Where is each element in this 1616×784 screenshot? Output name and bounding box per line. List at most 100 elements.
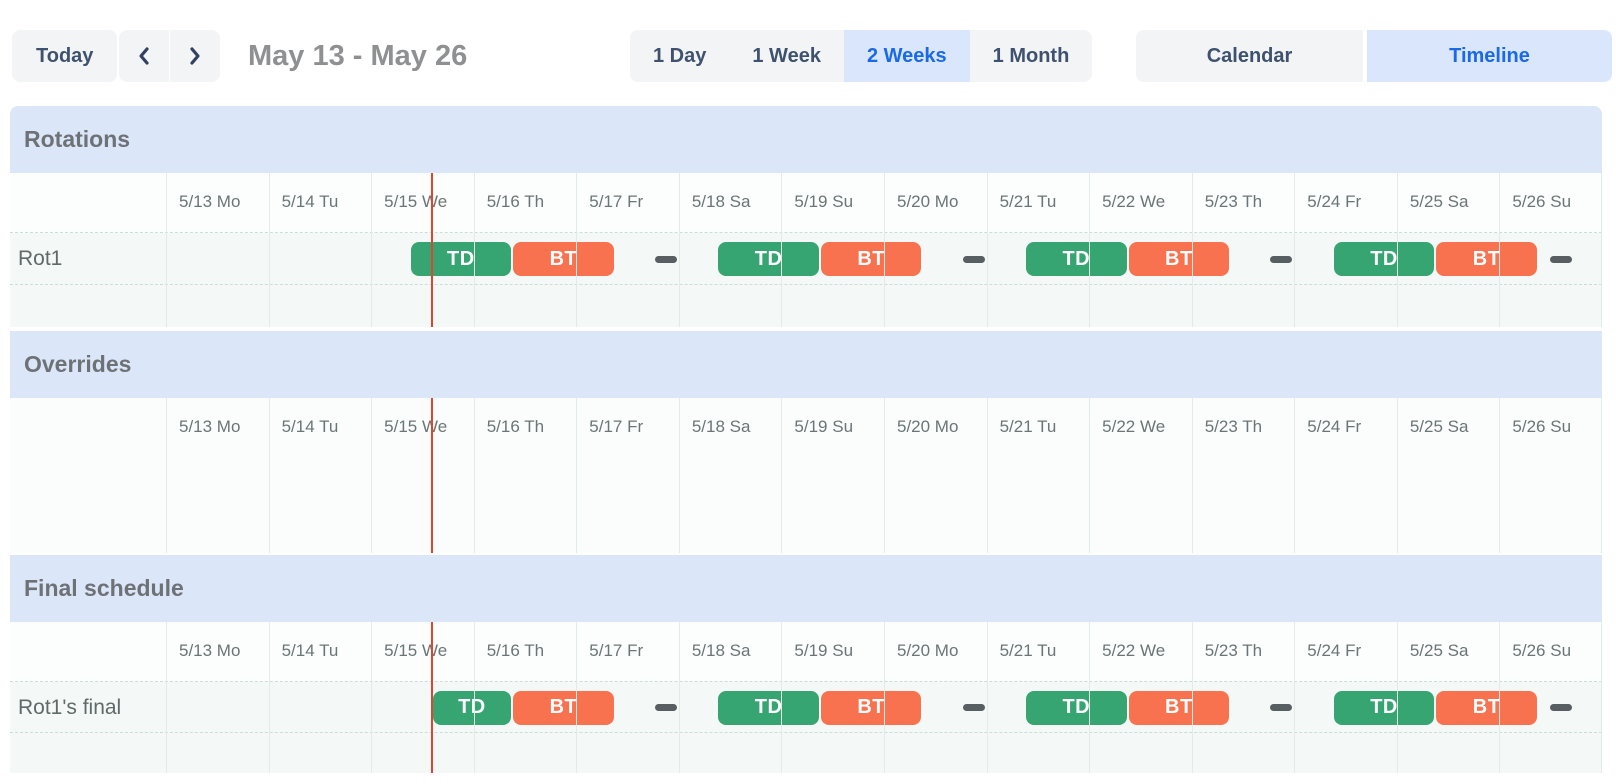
- column-divider: [678, 398, 680, 553]
- shift-badge-label: TD: [1370, 696, 1398, 718]
- shift-badge-bt[interactable]: BT: [1436, 690, 1537, 725]
- shift-badge-label: BT: [857, 247, 885, 270]
- day-header-cell: 5/21 Tu: [999, 192, 1057, 211]
- column-divider: [1601, 398, 1602, 553]
- view-button-timeline[interactable]: Timeline: [1367, 30, 1612, 82]
- column-divider: [473, 173, 475, 327]
- shift-badge-td[interactable]: TD: [718, 242, 819, 276]
- chevron-right-icon: [190, 47, 200, 65]
- current-time-line: [430, 622, 433, 773]
- column-divider: [1601, 622, 1602, 773]
- day-header-cell: 5/19 Su: [794, 417, 854, 436]
- range-button-1-week[interactable]: 1 Week: [729, 30, 844, 82]
- shift-badge-td[interactable]: TD: [718, 690, 819, 725]
- day-header-cell: 5/22 We: [1102, 192, 1166, 211]
- day-header-cell: 5/13 Mo: [179, 417, 241, 436]
- shift-badge-td[interactable]: TD: [432, 690, 512, 725]
- day-header-cell: 5/19 Su: [794, 641, 854, 660]
- shift-badge-bt[interactable]: BT: [513, 242, 614, 276]
- shift-badge-label: TD: [1062, 247, 1091, 270]
- column-divider: [1089, 173, 1091, 327]
- section-title: Overrides: [24, 351, 132, 377]
- day-header-cell: 5/15 We: [384, 192, 448, 211]
- gap-dash: [1549, 704, 1572, 711]
- day-header-cell: 5/23 Th: [1204, 192, 1263, 211]
- view-button-calendar[interactable]: Calendar: [1136, 30, 1363, 82]
- column-divider: [268, 173, 270, 327]
- prev-button[interactable]: [119, 30, 169, 82]
- day-header-cell: 5/26 Su: [1512, 641, 1572, 660]
- column-divider: [1294, 398, 1296, 553]
- day-header-cell: 5/20 Mo: [897, 192, 959, 211]
- day-header-cell: 5/23 Th: [1204, 417, 1263, 436]
- range-button-1-day[interactable]: 1 Day: [630, 30, 730, 82]
- column-divider: [1191, 622, 1193, 773]
- shift-badge-label: TD: [1062, 696, 1091, 718]
- shift-badge-label: TD: [447, 247, 475, 270]
- section-title: Rotations: [24, 126, 131, 152]
- day-header-cell: 5/17 Fr: [589, 192, 644, 211]
- day-header-cell: 5/21 Tu: [999, 641, 1057, 660]
- shift-badge-td[interactable]: TD: [1333, 690, 1435, 725]
- shift-badge-bt[interactable]: BT: [1128, 690, 1230, 725]
- day-header-cell: 5/20 Mo: [897, 417, 959, 436]
- shift-badge-td[interactable]: TD: [1333, 242, 1435, 276]
- day-header-cell: 5/16 Th: [486, 641, 545, 660]
- day-header-cell: 5/22 We: [1102, 417, 1166, 436]
- shift-badge-bt[interactable]: BT: [820, 242, 922, 276]
- column-divider: [576, 622, 578, 773]
- column-divider: [1089, 398, 1091, 553]
- range-switcher: 1 Day 1 Week 2 Weeks 1 Month: [630, 30, 1093, 82]
- column-divider: [166, 173, 167, 327]
- shift-badge-label: TD: [458, 696, 486, 718]
- day-header-cell: 5/13 Mo: [179, 641, 241, 660]
- section-body-rotations: 5/13 Mo 5/14 Tu 5/15 We 5/16 Th 5/17 Fr 5/18 …: [10, 173, 1602, 327]
- gap-dash: [1270, 704, 1293, 711]
- gap-dash: [655, 255, 678, 263]
- shift-badge-label: TD: [1370, 247, 1398, 270]
- shift-badge-label: BT: [1165, 247, 1193, 270]
- column-divider: [1499, 173, 1501, 327]
- shift-badge-label: BT: [1472, 696, 1501, 718]
- next-button[interactable]: [170, 30, 220, 82]
- shift-badge-bt[interactable]: BT: [820, 690, 922, 725]
- today-button[interactable]: Today: [12, 30, 118, 82]
- column-divider: [576, 173, 578, 327]
- shift-badge-bt[interactable]: BT: [1436, 242, 1537, 276]
- column-divider: [781, 173, 783, 327]
- day-header-cell: 5/23 Th: [1204, 641, 1263, 660]
- day-header-cell: 5/25 Sa: [1409, 417, 1469, 436]
- day-header-cell: 5/24 Fr: [1307, 417, 1362, 436]
- column-divider: [1499, 622, 1501, 773]
- shift-badge-bt[interactable]: BT: [513, 690, 614, 725]
- current-time-line: [430, 173, 433, 327]
- section-header-final-schedule: Final schedule: [10, 555, 1602, 622]
- column-divider: [884, 622, 885, 773]
- shift-badge-bt[interactable]: BT: [1128, 242, 1230, 276]
- spacer-row: [10, 285, 1602, 327]
- section-title: Final schedule: [24, 575, 184, 601]
- column-divider: [166, 622, 167, 773]
- column-divider: [986, 398, 988, 553]
- timeline-grid: Rotations 5/13 Mo 5/14 Tu 5/15 We 5/16 Th 5/1…: [10, 106, 1602, 773]
- column-divider: [884, 173, 885, 327]
- date-nav: [119, 30, 220, 82]
- lane-label-final-schedule: Rot1's final: [18, 695, 122, 719]
- shift-badge-td[interactable]: TD: [1026, 242, 1127, 276]
- shift-badge-td[interactable]: TD: [1026, 690, 1127, 725]
- chevron-left-icon: [139, 47, 149, 65]
- column-divider: [1294, 173, 1296, 327]
- day-header-row: [10, 173, 1602, 233]
- range-button-1-month[interactable]: 1 Month: [969, 30, 1093, 82]
- gap-dash: [962, 255, 985, 263]
- shift-badge-label: BT: [857, 696, 885, 718]
- day-header-cell: 5/19 Su: [794, 192, 854, 211]
- column-divider: [986, 173, 988, 327]
- day-header-cell: 5/18 Sa: [691, 192, 751, 211]
- shift-badge-label: BT: [1165, 696, 1193, 718]
- column-divider: [1191, 173, 1193, 327]
- section-header-rotations: Rotations: [10, 106, 1602, 173]
- range-button-2-weeks[interactable]: 2 Weeks: [843, 30, 970, 82]
- shift-badge-td[interactable]: TD: [410, 242, 512, 276]
